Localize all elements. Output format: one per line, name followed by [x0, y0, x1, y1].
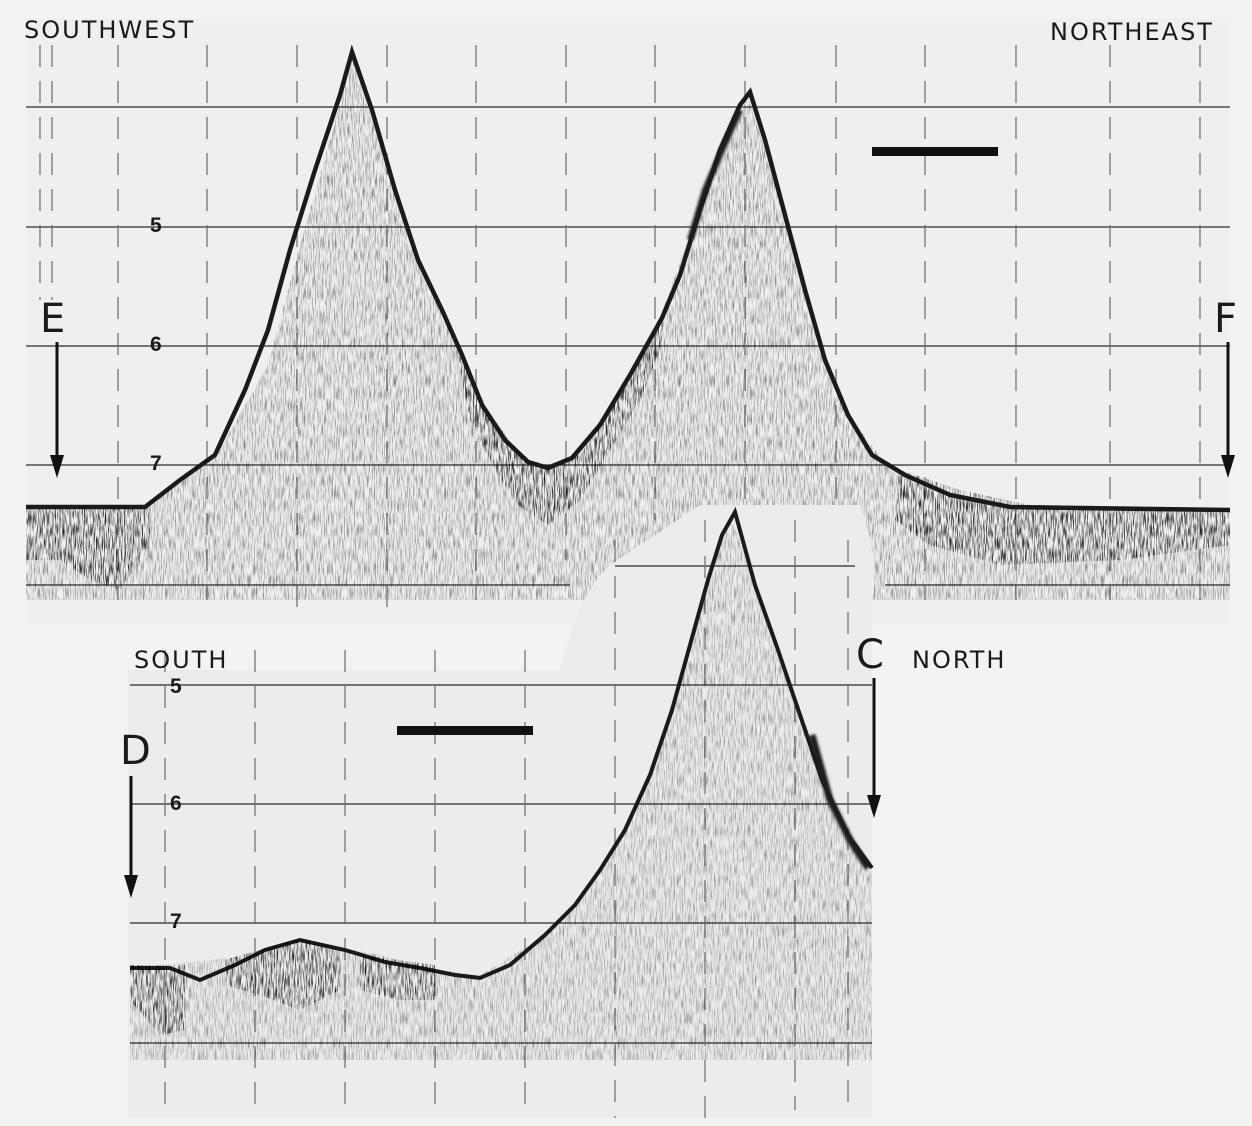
bottom-depth-6-label: 6	[170, 792, 182, 815]
top-scale-bar	[872, 147, 998, 156]
top-side-echo	[687, 108, 743, 241]
bottom-record	[128, 505, 875, 1118]
point-F-label: F	[1214, 296, 1238, 342]
top-bottom-band-right	[895, 470, 1230, 565]
bottom-rough-bottom	[130, 938, 435, 1035]
arrow-F	[1221, 342, 1235, 478]
bottom-subbottom-shading	[130, 515, 872, 1060]
top-seabed-trace	[26, 44, 1231, 513]
top-left-direction-label: SOUTHWEST	[24, 16, 196, 44]
top-depth-6-label: 6	[150, 333, 162, 356]
arrow-E	[50, 342, 64, 478]
bottom-left-direction-label: SOUTH	[134, 646, 229, 674]
top-subbottom-shading	[26, 58, 1230, 600]
top-bottom-band	[26, 505, 150, 590]
bottom-right-direction-label: NORTH	[912, 646, 1007, 674]
top-depth-7-label: 7	[150, 452, 162, 475]
bottom-depth-5-label: 5	[170, 675, 182, 698]
position-arrows	[50, 342, 1235, 898]
bottom-dark-slope	[808, 734, 871, 870]
bottom-depth-7-label: 7	[170, 910, 182, 933]
top-right-direction-label: NORTHEAST	[1050, 18, 1214, 46]
top-trough	[455, 315, 665, 525]
point-E-label: E	[40, 296, 66, 342]
top-depth-5-label: 5	[150, 214, 162, 237]
arrow-C	[867, 678, 881, 818]
point-C-label: C	[856, 632, 884, 678]
point-D-label: D	[120, 728, 151, 774]
arrow-D	[124, 776, 138, 898]
top-record	[26, 18, 1231, 624]
bottom-scale-bar	[397, 726, 533, 735]
